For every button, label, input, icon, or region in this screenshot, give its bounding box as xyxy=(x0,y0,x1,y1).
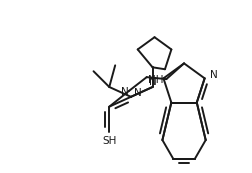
Text: N: N xyxy=(121,87,128,97)
Text: SH: SH xyxy=(102,136,116,146)
Text: N: N xyxy=(148,77,156,87)
Text: N: N xyxy=(209,70,216,80)
Text: N: N xyxy=(133,88,141,98)
Text: NH: NH xyxy=(147,75,163,85)
